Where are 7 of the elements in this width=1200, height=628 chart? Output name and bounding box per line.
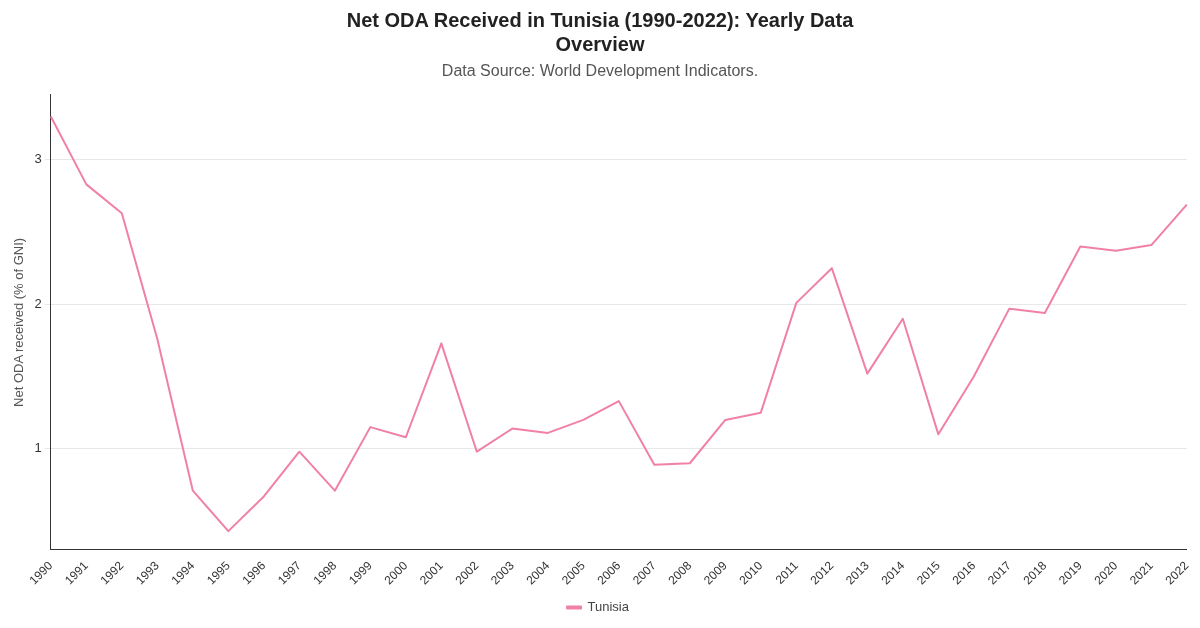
y-tick-label: 2	[34, 295, 42, 311]
y-axis-title: Net ODA received (% of GNI)	[11, 237, 27, 407]
y-tick-label: 3	[34, 151, 42, 167]
chart-title: Net ODA Received in Tunisia (1990-2022): Yearly Data Overview	[345, 8, 855, 56]
legend-label: Tunisia	[587, 599, 630, 615]
y-tick-label: 1	[34, 440, 42, 456]
chart-subtitle: Data Source: World Development Indicators.	[440, 62, 760, 80]
